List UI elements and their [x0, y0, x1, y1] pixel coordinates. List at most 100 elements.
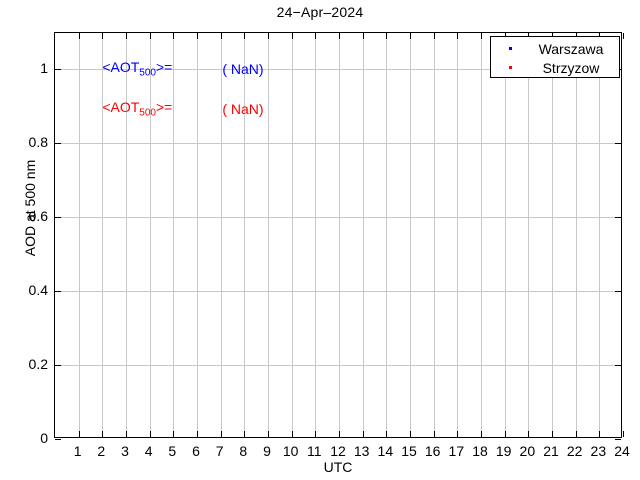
legend-item-strzyzow[interactable]: Strzyzow	[491, 58, 619, 77]
legend-item-warszawa[interactable]: Warszawa	[491, 39, 619, 58]
x-tick-label: 22	[566, 443, 583, 459]
x-tick-mark	[410, 431, 411, 437]
y-gridline	[55, 217, 621, 219]
x-tick-label: 23	[590, 443, 607, 459]
x-gridline	[244, 33, 246, 437]
y-tick-mark	[55, 69, 61, 71]
aot-annotation-subscript: 500	[139, 67, 156, 79]
y-tick-mark-right	[615, 439, 621, 440]
x-gridline	[149, 33, 151, 437]
x-gridline	[126, 33, 127, 437]
y-tick-mark	[55, 291, 61, 293]
x-tick-mark-top	[220, 33, 222, 39]
x-tick-mark	[197, 431, 198, 437]
y-tick-mark	[55, 217, 61, 219]
x-tick-mark-top	[126, 33, 127, 39]
x-gridline	[552, 33, 553, 437]
x-tick-mark	[78, 431, 80, 437]
x-gridline	[78, 33, 80, 437]
x-tick-label: 19	[495, 443, 512, 459]
aot-annotation-value: ( NaN)	[222, 61, 264, 78]
x-tick-mark-top	[481, 33, 482, 39]
legend-marker-icon	[509, 66, 512, 69]
aot-annotation-prefix: <AOT	[102, 99, 140, 116]
x-tick-mark-top	[457, 33, 459, 39]
x-tick-mark	[504, 431, 506, 437]
x-tick-mark-top	[102, 33, 104, 39]
x-tick-mark	[149, 431, 151, 437]
y-tick-label: 0.4	[28, 282, 48, 299]
x-tick-mark-top	[197, 33, 198, 39]
x-tick-mark	[362, 431, 364, 437]
x-tick-mark	[433, 431, 435, 437]
x-tick-label: 9	[263, 443, 271, 459]
y-gridline	[55, 143, 621, 145]
x-tick-mark-top	[173, 33, 175, 39]
x-gridline	[291, 33, 293, 437]
x-tick-mark	[268, 431, 269, 437]
aot-annotation-label: <AOT500>=	[102, 60, 172, 79]
y-gridline	[55, 69, 621, 71]
x-tick-mark-top	[149, 33, 151, 39]
x-tick-label: 7	[215, 443, 224, 459]
x-tick-mark	[102, 431, 104, 437]
aot-annotation-suffix: >=	[155, 59, 173, 76]
x-tick-mark-top	[623, 33, 624, 39]
x-gridline	[433, 33, 435, 437]
x-gridline	[504, 33, 506, 437]
x-tick-mark	[386, 431, 388, 437]
x-gridline	[173, 33, 175, 437]
y-tick-label: 0.2	[28, 356, 48, 373]
x-tick-mark-top	[244, 33, 246, 39]
x-tick-label: 17	[448, 443, 465, 459]
y-gridline	[55, 365, 621, 367]
x-tick-mark	[220, 431, 222, 437]
plot-area: <AOT500>=( NaN) <AOT500>=( NaN)	[54, 32, 624, 440]
y-tick-mark	[55, 439, 61, 440]
x-tick-mark	[481, 431, 482, 437]
x-tick-mark-top	[410, 33, 411, 39]
x-tick-label: 13	[353, 443, 370, 459]
y-tick-label: 0.8	[28, 134, 48, 151]
x-tick-mark	[173, 431, 175, 437]
x-tick-mark	[457, 431, 459, 437]
x-tick-mark	[126, 431, 127, 437]
legend-marker-icon	[509, 47, 512, 50]
x-tick-mark-top	[268, 33, 269, 39]
y-tick-mark-right	[615, 291, 621, 293]
x-tick-mark	[339, 431, 340, 437]
x-gridline	[339, 33, 340, 437]
x-tick-mark	[623, 431, 624, 437]
x-tick-mark	[244, 431, 246, 437]
x-tick-mark	[291, 431, 293, 437]
x-tick-label: 14	[377, 443, 394, 459]
x-tick-mark-top	[339, 33, 340, 39]
x-gridline	[599, 33, 601, 437]
x-tick-label: 1	[73, 443, 82, 459]
x-tick-mark	[315, 431, 317, 437]
aot-annotation-subscript: 500	[139, 107, 156, 119]
y-tick-label: 0	[40, 430, 48, 446]
x-tick-label: 10	[282, 443, 299, 459]
x-tick-label: 11	[307, 443, 322, 459]
x-tick-mark	[552, 431, 553, 437]
x-gridline	[268, 33, 269, 437]
x-gridline	[481, 33, 482, 437]
x-tick-label: 21	[543, 443, 559, 459]
legend-label: Strzyzow	[542, 59, 600, 76]
x-tick-label: 2	[97, 443, 106, 459]
x-tick-label: 20	[519, 443, 536, 459]
chart-title: 24−Apr–2024	[276, 4, 364, 20]
x-gridline	[528, 33, 530, 437]
y-tick-mark-right	[615, 365, 621, 367]
y-tick-mark-right	[615, 217, 621, 219]
x-tick-mark	[575, 431, 577, 437]
legend-label: Warszawa	[538, 40, 604, 57]
aot-annotation-value: ( NaN)	[222, 101, 264, 118]
x-gridline	[457, 33, 459, 437]
x-tick-mark-top	[362, 33, 364, 39]
x-gridline	[197, 33, 198, 437]
x-gridline	[386, 33, 388, 437]
x-gridline	[315, 33, 317, 437]
